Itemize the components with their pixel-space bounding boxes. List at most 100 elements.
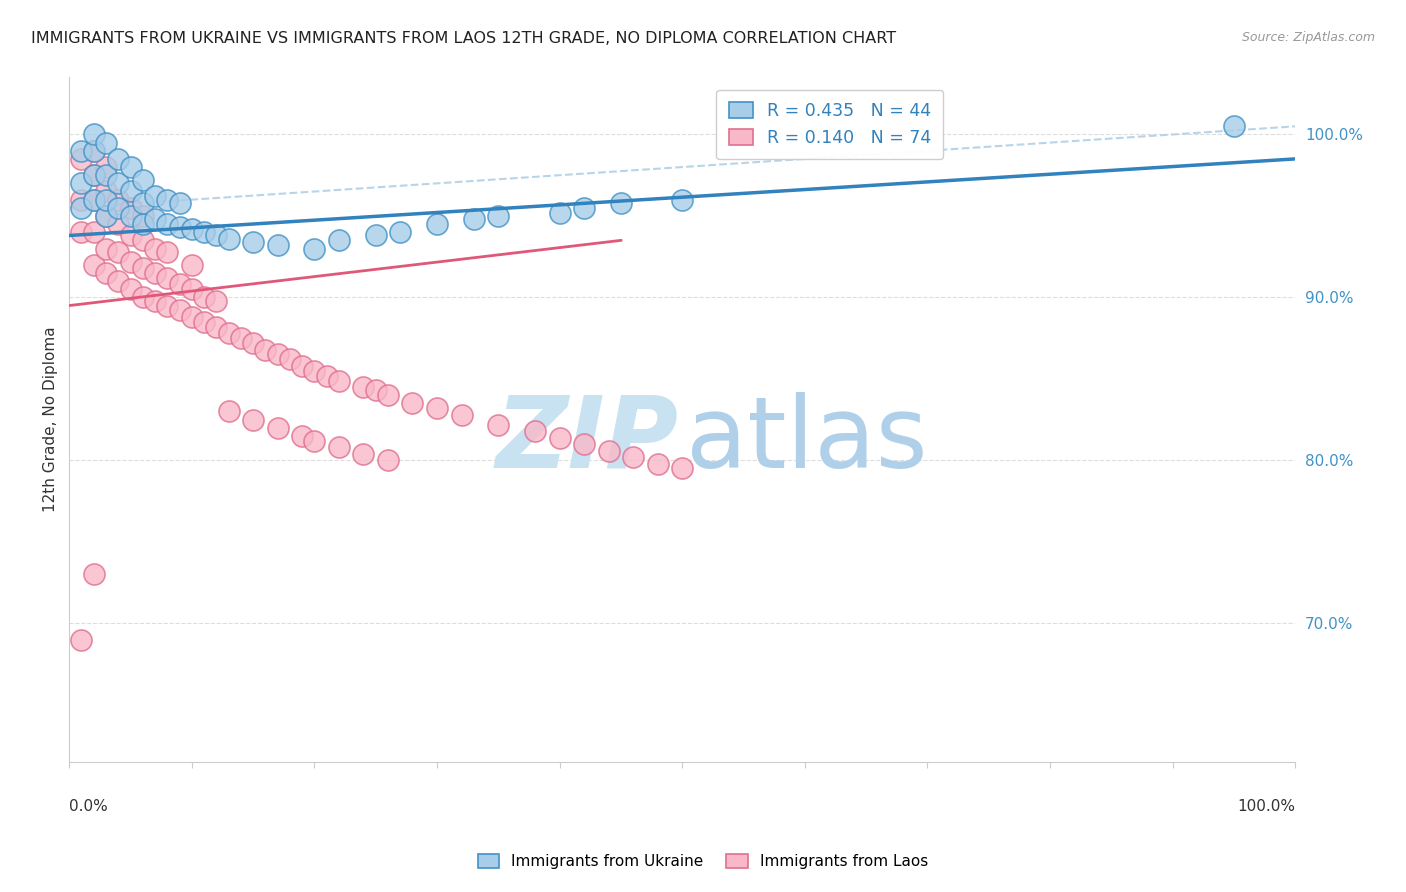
Point: [132, 290, 155, 304]
Point: [548, 431, 571, 445]
Point: [401, 396, 423, 410]
Point: [242, 336, 264, 351]
Point: [1223, 120, 1246, 134]
Point: [94, 266, 117, 280]
Point: [450, 408, 472, 422]
Point: [83, 193, 105, 207]
Point: [671, 193, 693, 207]
Point: [94, 185, 117, 199]
Point: [132, 233, 155, 247]
Point: [353, 447, 375, 461]
Point: [647, 457, 669, 471]
Point: [426, 217, 449, 231]
Point: [364, 384, 387, 398]
Point: [94, 136, 117, 150]
Text: Source: ZipAtlas.com: Source: ZipAtlas.com: [1241, 31, 1375, 45]
Point: [83, 128, 105, 142]
Point: [107, 152, 129, 166]
Point: [70, 177, 93, 191]
Point: [328, 233, 350, 247]
Point: [278, 352, 301, 367]
Point: [156, 299, 179, 313]
Point: [291, 429, 314, 443]
Point: [304, 364, 326, 378]
Point: [120, 160, 142, 174]
Point: [94, 193, 117, 207]
Point: [193, 225, 215, 239]
Point: [70, 152, 93, 166]
Point: [143, 266, 166, 280]
Point: [156, 270, 179, 285]
Point: [107, 217, 129, 231]
Point: [156, 244, 179, 259]
Point: [132, 217, 155, 231]
Point: [70, 225, 93, 239]
Point: [83, 193, 105, 207]
Point: [107, 244, 129, 259]
Point: [70, 144, 93, 158]
Point: [229, 331, 252, 345]
Point: [364, 228, 387, 243]
Point: [304, 242, 326, 256]
Point: [548, 205, 571, 219]
Point: [132, 209, 155, 223]
Point: [120, 185, 142, 199]
Point: [621, 450, 644, 464]
Point: [353, 380, 375, 394]
Point: [156, 193, 179, 207]
Point: [193, 290, 215, 304]
Point: [524, 424, 547, 438]
Point: [218, 404, 240, 418]
Point: [120, 254, 142, 268]
Point: [107, 274, 129, 288]
Point: [180, 310, 202, 324]
Point: [671, 461, 693, 475]
Point: [83, 225, 105, 239]
Point: [377, 388, 399, 402]
Point: [572, 437, 595, 451]
Point: [572, 201, 595, 215]
Point: [169, 220, 191, 235]
Point: [193, 315, 215, 329]
Point: [205, 228, 228, 243]
Point: [598, 443, 620, 458]
Point: [266, 347, 288, 361]
Point: [132, 173, 155, 187]
Point: [377, 453, 399, 467]
Point: [180, 282, 202, 296]
Point: [610, 195, 633, 210]
Point: [328, 374, 350, 388]
Point: [169, 195, 191, 210]
Point: [83, 567, 105, 582]
Point: [83, 258, 105, 272]
Legend: R = 0.435   N = 44, R = 0.140   N = 74: R = 0.435 N = 44, R = 0.140 N = 74: [717, 89, 943, 159]
Point: [132, 195, 155, 210]
Point: [205, 319, 228, 334]
Point: [83, 144, 105, 158]
Point: [83, 168, 105, 182]
Point: [107, 193, 129, 207]
Point: [120, 209, 142, 223]
Point: [132, 261, 155, 276]
Point: [242, 412, 264, 426]
Point: [143, 293, 166, 308]
Point: [120, 228, 142, 243]
Point: [169, 303, 191, 318]
Text: ZIP: ZIP: [495, 392, 679, 489]
Point: [107, 177, 129, 191]
Point: [70, 193, 93, 207]
Text: 100.0%: 100.0%: [1237, 799, 1295, 814]
Point: [291, 359, 314, 373]
Point: [389, 225, 412, 239]
Text: atlas: atlas: [686, 392, 928, 489]
Point: [315, 368, 337, 383]
Point: [143, 212, 166, 227]
Point: [205, 293, 228, 308]
Point: [180, 258, 202, 272]
Point: [242, 235, 264, 249]
Point: [70, 632, 93, 647]
Point: [94, 242, 117, 256]
Point: [70, 201, 93, 215]
Point: [304, 434, 326, 448]
Legend: Immigrants from Ukraine, Immigrants from Laos: Immigrants from Ukraine, Immigrants from…: [471, 847, 935, 875]
